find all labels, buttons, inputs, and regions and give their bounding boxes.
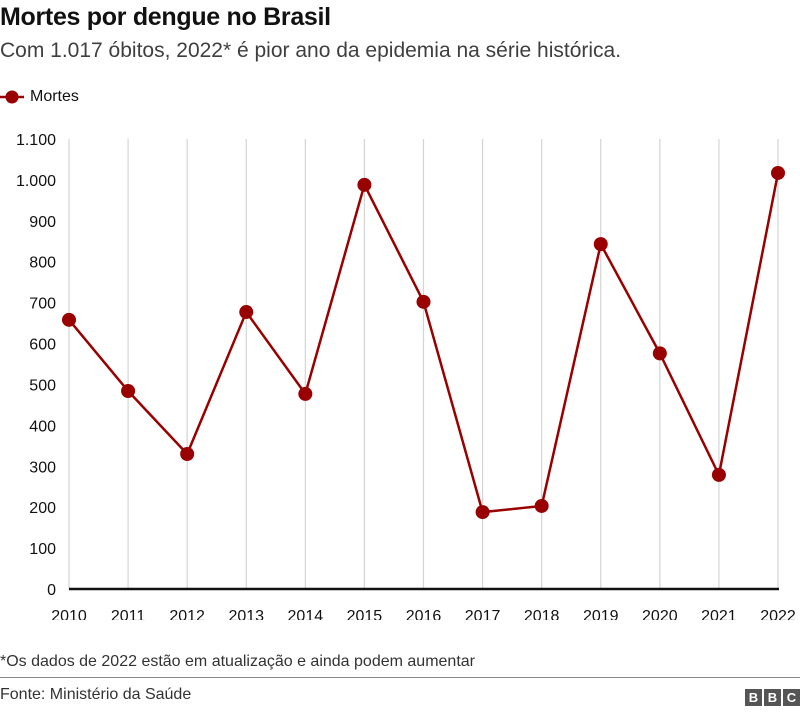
- x-tick-label: 2011: [111, 608, 146, 620]
- x-tick-label: 2019: [583, 608, 619, 620]
- y-tick-label: 800: [29, 255, 56, 272]
- x-tick-label: 2013: [228, 608, 264, 620]
- legend-label: Mortes: [30, 88, 79, 105]
- line-chart: 0 100 200 300 400 500 600 700 800 900 1.000 1.100 2…: [16, 132, 796, 620]
- data-point: [298, 386, 313, 401]
- series-mortes: [62, 165, 785, 520]
- y-tick-label: 200: [29, 500, 56, 517]
- footer-divider: [0, 677, 800, 678]
- data-point: [771, 165, 785, 180]
- data-point: [711, 467, 726, 482]
- source-text: Fonte: Ministério da Saúde: [0, 686, 192, 703]
- legend: Mortes: [0, 88, 79, 106]
- x-tick-label: 2014: [288, 608, 324, 620]
- data-point: [475, 505, 490, 520]
- chart-subtitle: Com 1.017 óbitos, 2022* é pior ano da ep…: [0, 39, 622, 62]
- x-tick-label: 2022: [760, 608, 796, 620]
- data-point: [593, 237, 608, 252]
- footnote: *Os dados de 2022 estão em atualização e…: [0, 653, 475, 670]
- x-tick-label: 2012: [169, 608, 205, 620]
- x-tick-label: 2016: [406, 608, 442, 620]
- y-tick-label: 1.000: [16, 173, 56, 190]
- x-tick-label: 2017: [465, 608, 501, 620]
- x-tick-label: 2010: [51, 608, 87, 620]
- data-point: [357, 177, 372, 192]
- y-tick-label: 600: [29, 337, 56, 354]
- y-tick-label: 100: [29, 541, 56, 558]
- y-tick-label: 500: [29, 377, 56, 394]
- x-tick-label: 2020: [642, 608, 678, 620]
- gridlines: [68, 139, 779, 589]
- data-point: [534, 498, 549, 513]
- y-tick-label: 700: [29, 296, 56, 313]
- y-tick-label: 1.100: [16, 132, 56, 149]
- line-dot-marker-icon: [0, 90, 24, 104]
- y-tick-label: 900: [29, 214, 56, 231]
- y-axis: 0 100 200 300 400 500 600 700 800 900 1.000 1.100: [16, 132, 56, 599]
- data-point: [180, 447, 195, 461]
- x-tick-label: 2015: [347, 608, 383, 620]
- bbc-logo: B B C: [745, 689, 800, 706]
- data-point: [121, 384, 136, 398]
- bbc-logo-letter: C: [783, 689, 800, 706]
- y-tick-label: 300: [29, 459, 56, 476]
- data-point: [239, 305, 254, 320]
- x-axis: 2010 2011 2012 2013 2014 2015 2016 2017 2018 2019…: [51, 587, 796, 620]
- x-tick-label: 2021: [701, 608, 737, 620]
- x-tick-label: 2018: [524, 608, 560, 620]
- data-point: [416, 294, 431, 309]
- chart-title: Mortes por dengue no Brasil: [0, 3, 331, 31]
- y-tick-label: 400: [29, 418, 56, 435]
- bbc-logo-letter: B: [745, 689, 762, 706]
- bbc-logo-letter: B: [764, 689, 781, 706]
- data-point: [652, 346, 667, 361]
- y-tick-label: 0: [47, 582, 56, 599]
- data-point: [62, 312, 76, 327]
